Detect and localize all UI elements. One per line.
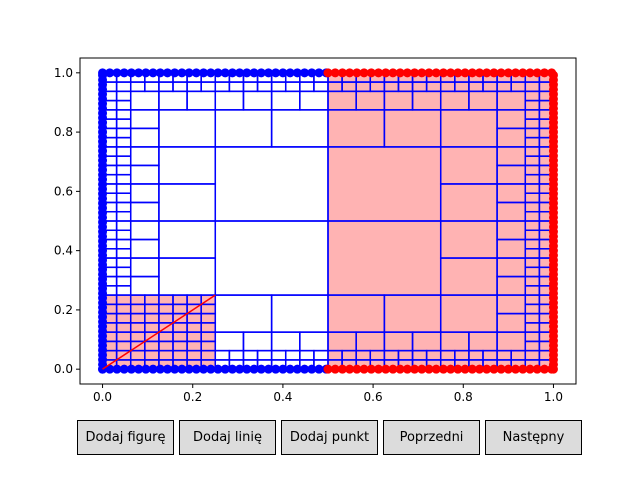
x-tick-label: 1.0 [544,390,563,404]
x-tick-label: 0.6 [364,390,383,404]
add-line-button[interactable]: Dodaj linię [179,420,276,455]
quadtree-cells [101,72,555,370]
x-tick-label: 0.0 [93,390,112,404]
line-segment [102,294,216,370]
x-tick-label: 0.8 [454,390,473,404]
y-tick-label: 0.8 [54,125,73,139]
x-tick-label: 0.4 [273,390,292,404]
next-button[interactable]: Następny [485,420,582,455]
boundary-points [98,68,558,374]
line-segment [102,294,216,370]
x-axis-ticks: 0.0 0.2 0.4 0.6 0.8 1.0 [93,384,563,404]
y-tick-label: 0.2 [54,303,73,317]
add-figure-button[interactable]: Dodaj figurę [77,420,174,455]
plot-frame [79,57,577,385]
y-tick-label: 0.0 [54,362,73,376]
x-tick-label: 0.2 [183,390,202,404]
add-point-button[interactable]: Dodaj punkt [281,420,378,455]
previous-button[interactable]: Poprzedni [383,420,480,455]
boundary-point [548,70,558,80]
quadtree-plot: 0.0 0.2 0.4 0.6 0.8 1.0 0.0 0.2 0.4 0.6 0.8 1.0 [54,57,577,404]
y-axis-ticks: 0.0 0.2 0.4 0.6 0.8 1.0 [54,66,80,376]
y-tick-label: 0.4 [54,244,73,258]
y-tick-label: 1.0 [54,66,73,80]
y-tick-label: 0.6 [54,184,73,198]
